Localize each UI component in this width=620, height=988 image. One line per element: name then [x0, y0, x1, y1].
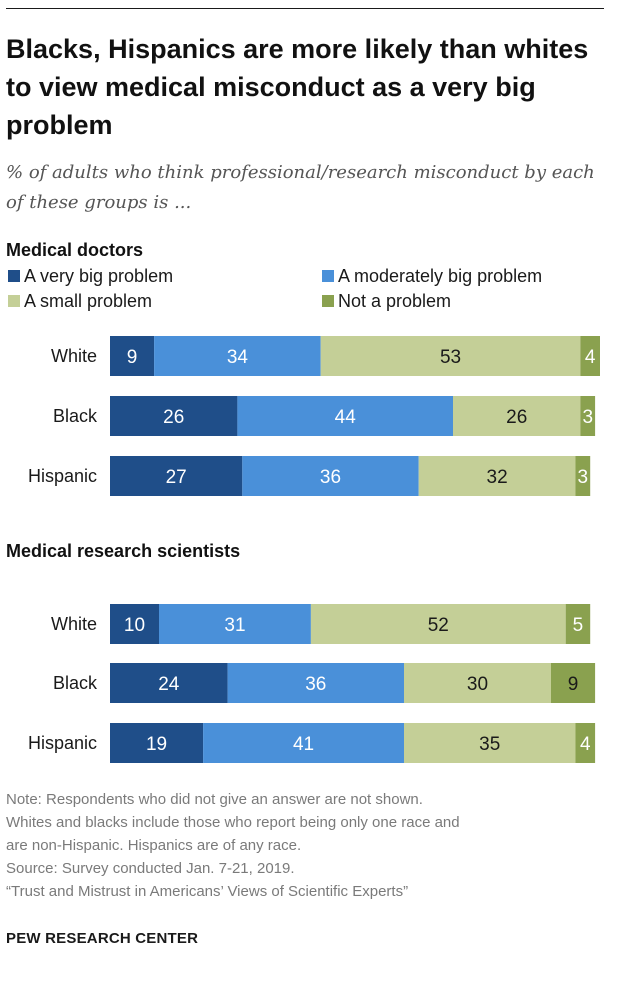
bar-segment	[575, 456, 591, 496]
legend-swatch	[322, 270, 334, 282]
chart-title: Blacks, Hispanics are more likely than w…	[6, 34, 589, 140]
bar-segment	[242, 456, 419, 496]
data-label: 3	[582, 407, 593, 428]
bar-segment	[580, 336, 600, 376]
bar-segment	[203, 723, 404, 763]
data-label: 36	[305, 674, 326, 695]
bar-segment	[110, 663, 228, 703]
category-label: Black	[53, 406, 98, 426]
bar-segment	[453, 396, 581, 436]
data-label: 3	[578, 467, 589, 488]
report-title-line: “Trust and Mistrust in Americans’ Views …	[6, 883, 409, 900]
data-label: 36	[320, 467, 341, 488]
data-label: 31	[224, 615, 245, 636]
data-label: 27	[166, 467, 187, 488]
data-label: 9	[568, 674, 579, 695]
bar-segment	[404, 663, 551, 703]
category-label: Black	[53, 673, 98, 693]
bar-segment	[110, 336, 155, 376]
category-label: White	[51, 346, 97, 366]
data-label: 34	[227, 347, 249, 368]
category-label: White	[51, 614, 97, 634]
source-line: Source: Survey conducted Jan. 7-21, 2019…	[6, 860, 295, 877]
legend-swatch	[322, 295, 334, 307]
brand-logo-text: PEW RESEARCH CENTER	[6, 930, 199, 947]
data-label: 26	[163, 407, 184, 428]
data-label: 35	[479, 734, 500, 755]
data-label: 44	[335, 407, 357, 428]
data-label: 19	[146, 734, 167, 755]
bar-segment	[237, 396, 453, 436]
bar-segment	[551, 663, 596, 703]
legend-swatch	[8, 295, 20, 307]
legend-label: Not a problem	[338, 291, 451, 311]
legend-label: A small problem	[24, 291, 152, 311]
bar-segment	[110, 604, 159, 644]
data-label: 53	[440, 347, 461, 368]
legend-swatch	[8, 270, 20, 282]
data-label: 9	[127, 347, 138, 368]
data-label: 41	[293, 734, 314, 755]
legend-label: A moderately big problem	[338, 266, 542, 286]
category-label: Hispanic	[28, 733, 97, 753]
data-label: 4	[585, 347, 596, 368]
data-label: 32	[487, 467, 508, 488]
bar-segment	[227, 663, 404, 703]
data-label: 26	[506, 407, 527, 428]
legend-label: A very big problem	[24, 266, 173, 286]
bar-segment	[404, 723, 576, 763]
bar-segment	[110, 396, 238, 436]
note-line: Whites and blacks include those who repo…	[6, 814, 460, 831]
note-line: are non-Hispanic. Hispanics are of any r…	[6, 837, 302, 854]
category-label: Hispanic	[28, 466, 97, 486]
bar-segment	[110, 456, 243, 496]
bar-segment	[154, 336, 321, 376]
data-label: 5	[573, 615, 584, 636]
panel-title: Medical doctors	[6, 240, 143, 260]
bar-segment	[320, 336, 581, 376]
data-label: 30	[467, 674, 488, 695]
note-line: Note: Respondents who did not give an an…	[6, 791, 423, 808]
chart-subtitle: % of adults who think professional/resea…	[6, 162, 595, 213]
bar-segment	[580, 396, 596, 436]
bar-segment	[575, 723, 596, 763]
top-rule	[6, 8, 604, 9]
stacked-bar-chart: A very big problem A moderately big probl…	[6, 240, 600, 763]
panel-title: Medical research scientists	[6, 541, 240, 561]
data-label: 10	[124, 615, 145, 636]
chart-notes: Note: Respondents who did not give an an…	[6, 788, 616, 903]
bar-segment	[159, 604, 311, 644]
data-label: 52	[428, 615, 449, 636]
bar-segment	[310, 604, 566, 644]
bar-segment	[565, 604, 591, 644]
data-label: 24	[158, 674, 180, 695]
bar-segment	[110, 723, 204, 763]
data-label: 4	[580, 734, 591, 755]
bar-segment	[418, 456, 576, 496]
